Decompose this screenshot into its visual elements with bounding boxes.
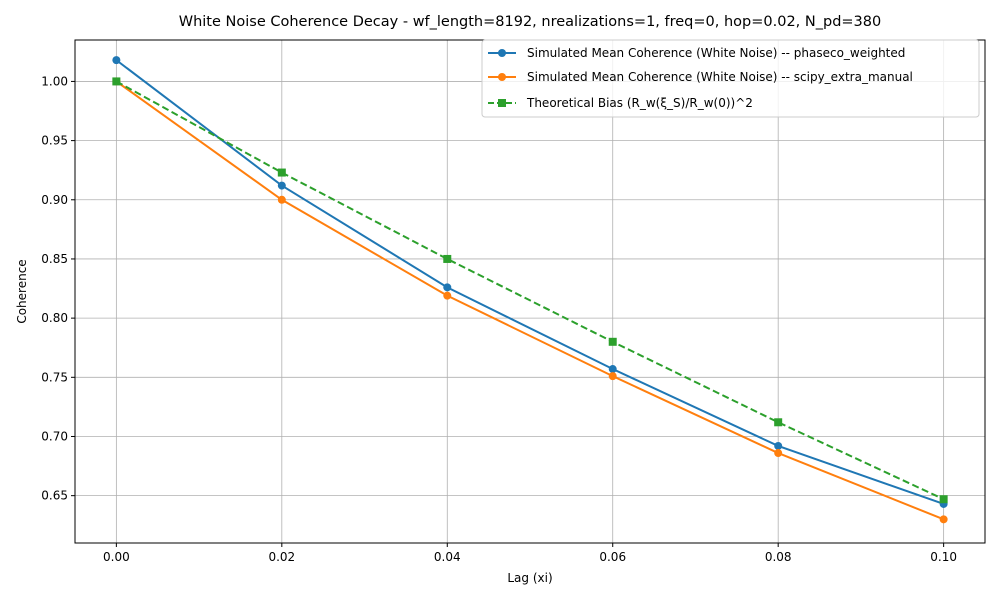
y-axis-label: Coherence <box>15 259 29 323</box>
y-tick-label: 1.00 <box>41 74 68 88</box>
series-line-0 <box>115 59 944 505</box>
series-line-1 <box>115 80 945 521</box>
legend-label-phaseco-weighted: Simulated Mean Coherence (White Noise) -… <box>527 46 905 60</box>
legend-frame <box>481 39 980 118</box>
series-1-point <box>774 449 783 458</box>
series-layer <box>112 56 948 524</box>
series-1-point <box>277 195 286 204</box>
series-2-point <box>112 77 121 86</box>
legend-label-theoretical-bias: Theoretical Bias (R_w(ξ_S)/R_w(0))^2 <box>526 96 753 110</box>
x-tick-label: 0.04 <box>434 550 461 564</box>
series-1-point <box>443 291 452 300</box>
x-tick-label: 0.10 <box>930 550 957 564</box>
x-tick-label: 0.02 <box>268 550 295 564</box>
chart-title: White Noise Coherence Decay - wf_length=… <box>179 14 881 30</box>
series-0-point <box>774 441 783 450</box>
y-tick-label: 0.75 <box>41 370 68 384</box>
series-2-point <box>774 418 783 427</box>
series-0-point <box>112 56 121 65</box>
series-2-point <box>277 168 286 177</box>
x-tick-label: 0.08 <box>765 550 792 564</box>
legend-label-scipy-extra-manual: Simulated Mean Coherence (White Noise) -… <box>527 70 913 84</box>
series-2-point <box>939 495 948 504</box>
series-2-point <box>608 337 617 346</box>
y-tick-label: 0.65 <box>41 489 68 503</box>
series-line-2 <box>115 80 945 501</box>
series-0-point <box>608 365 617 374</box>
series-1-point <box>939 515 948 524</box>
legend-entry-theoretical-bias: Theoretical Bias (R_w(ξ_S)/R_w(0))^2 <box>488 96 753 110</box>
y-tick-label: 0.80 <box>41 311 68 325</box>
legend-entry-phaseco-weighted: Simulated Mean Coherence (White Noise) -… <box>488 46 905 60</box>
y-tick-label: 0.70 <box>41 429 68 443</box>
x-tick-label: 0.00 <box>103 550 130 564</box>
series-2-point <box>443 254 452 263</box>
series-0-point <box>277 181 286 190</box>
series-1-point <box>608 372 617 381</box>
y-tick-label: 0.85 <box>41 252 68 266</box>
x-axis-label: Lag (xi) <box>507 571 552 585</box>
tick-layer: 0.00 0.02 0.04 0.06 0.08 0.10 0.65 0.70 0.75 0.80… <box>41 74 957 564</box>
y-tick-label: 0.95 <box>41 134 68 148</box>
series-0-point <box>443 283 452 292</box>
legend: Simulated Mean Coherence (White Noise) -… <box>481 39 980 118</box>
legend-entry-scipy-extra-manual: Simulated Mean Coherence (White Noise) -… <box>488 70 913 84</box>
x-tick-label: 0.06 <box>599 550 626 564</box>
y-tick-label: 0.90 <box>41 193 68 207</box>
